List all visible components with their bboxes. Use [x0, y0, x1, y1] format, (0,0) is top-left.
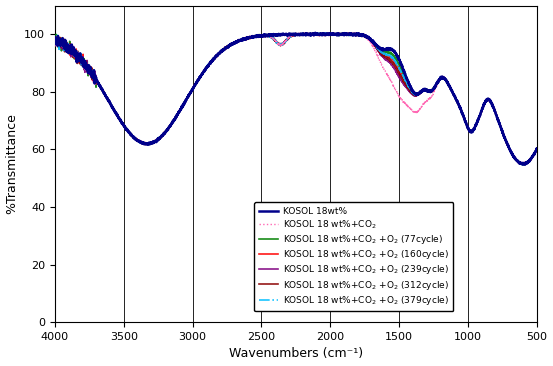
- KOSOL 18wt%: [51, 35, 58, 40]
- Legend: KOSOL 18wt%, KOSOL 18 wt%+CO$_2$, KOSOL 18 wt%+CO$_2$ +O$_2$ (77cycle), KOSOL 18: KOSOL 18wt%, KOSOL 18 wt%+CO$_2$, KOSOL …: [254, 202, 453, 311]
- KOSOL 18 wt%+CO$_2$ +O$_2$ (160cycle): [51, 40, 58, 45]
- KOSOL 18wt%: [226, 44, 232, 48]
- KOSOL 18 wt%+CO$_2$ +O$_2$ (160cycle): [352, 31, 358, 35]
- KOSOL 18 wt%+CO$_2$ +O$_2$ (77cycle): [520, 162, 527, 167]
- KOSOL 18 wt%+CO$_2$: [534, 147, 540, 151]
- KOSOL 18 wt%+CO$_2$ +O$_2$ (77cycle): [497, 122, 503, 126]
- KOSOL 18 wt%+CO$_2$: [279, 42, 286, 46]
- Line: KOSOL 18 wt%+CO$_2$ +O$_2$ (312cycle): KOSOL 18 wt%+CO$_2$ +O$_2$ (312cycle): [55, 33, 537, 165]
- KOSOL 18 wt%+CO$_2$ +O$_2$ (160cycle): [226, 44, 232, 48]
- KOSOL 18 wt%+CO$_2$ +O$_2$ (379cycle): [497, 123, 503, 127]
- Line: KOSOL 18 wt%+CO$_2$ +O$_2$ (379cycle): KOSOL 18 wt%+CO$_2$ +O$_2$ (379cycle): [55, 33, 537, 165]
- KOSOL 18wt%: [338, 32, 345, 37]
- KOSOL 18 wt%+CO$_2$ +O$_2$ (239cycle): [497, 122, 503, 126]
- KOSOL 18 wt%+CO$_2$ +O$_2$ (239cycle): [51, 34, 58, 39]
- KOSOL 18 wt%+CO$_2$ +O$_2$ (77cycle): [534, 146, 540, 150]
- KOSOL 18 wt%+CO$_2$ +O$_2$ (239cycle): [226, 43, 232, 48]
- KOSOL 18 wt%+CO$_2$: [152, 139, 159, 143]
- KOSOL 18 wt%+CO$_2$: [335, 31, 341, 35]
- KOSOL 18 wt%+CO$_2$ +O$_2$ (160cycle): [534, 146, 540, 150]
- KOSOL 18 wt%+CO$_2$ +O$_2$ (312cycle): [226, 43, 232, 48]
- KOSOL 18 wt%+CO$_2$ +O$_2$ (239cycle): [534, 146, 540, 150]
- KOSOL 18 wt%+CO$_2$ +O$_2$ (312cycle): [152, 139, 159, 144]
- KOSOL 18 wt%+CO$_2$ +O$_2$ (160cycle): [337, 33, 344, 37]
- KOSOL 18wt%: [152, 140, 159, 144]
- KOSOL 18 wt%+CO$_2$ +O$_2$ (239cycle): [152, 139, 159, 143]
- KOSOL 18 wt%+CO$_2$: [520, 163, 526, 167]
- KOSOL 18 wt%+CO$_2$ +O$_2$ (379cycle): [226, 44, 232, 48]
- KOSOL 18 wt%+CO$_2$ +O$_2$ (160cycle): [497, 122, 503, 127]
- KOSOL 18 wt%+CO$_2$ +O$_2$ (379cycle): [519, 163, 525, 167]
- KOSOL 18 wt%+CO$_2$ +O$_2$ (312cycle): [346, 31, 353, 36]
- KOSOL 18 wt%+CO$_2$ +O$_2$ (379cycle): [152, 139, 159, 143]
- KOSOL 18 wt%+CO$_2$: [497, 123, 503, 127]
- KOSOL 18 wt%+CO$_2$ +O$_2$ (379cycle): [338, 32, 345, 36]
- KOSOL 18wt%: [358, 32, 364, 36]
- KOSOL 18 wt%+CO$_2$ +O$_2$ (379cycle): [279, 42, 286, 46]
- KOSOL 18 wt%+CO$_2$ +O$_2$ (77cycle): [226, 43, 232, 47]
- KOSOL 18 wt%+CO$_2$ +O$_2$ (77cycle): [279, 42, 286, 46]
- KOSOL 18 wt%+CO$_2$ +O$_2$ (312cycle): [358, 32, 364, 36]
- KOSOL 18 wt%+CO$_2$ +O$_2$ (160cycle): [358, 33, 364, 37]
- KOSOL 18 wt%+CO$_2$ +O$_2$ (77cycle): [338, 31, 345, 36]
- KOSOL 18 wt%+CO$_2$ +O$_2$ (160cycle): [152, 139, 159, 143]
- KOSOL 18 wt%+CO$_2$: [358, 33, 364, 38]
- Line: KOSOL 18wt%: KOSOL 18wt%: [55, 33, 537, 165]
- KOSOL 18 wt%+CO$_2$ +O$_2$ (160cycle): [279, 42, 286, 46]
- KOSOL 18 wt%+CO$_2$ +O$_2$ (239cycle): [300, 31, 307, 35]
- KOSOL 18 wt%+CO$_2$ +O$_2$ (312cycle): [51, 38, 58, 43]
- KOSOL 18wt%: [497, 122, 503, 126]
- Line: KOSOL 18 wt%+CO$_2$ +O$_2$ (77cycle): KOSOL 18 wt%+CO$_2$ +O$_2$ (77cycle): [55, 33, 537, 164]
- Line: KOSOL 18 wt%+CO$_2$ +O$_2$ (160cycle): KOSOL 18 wt%+CO$_2$ +O$_2$ (160cycle): [55, 33, 537, 164]
- KOSOL 18 wt%+CO$_2$ +O$_2$ (312cycle): [337, 32, 344, 37]
- KOSOL 18wt%: [312, 31, 319, 35]
- X-axis label: Wavenumbers (cm⁻¹): Wavenumbers (cm⁻¹): [229, 347, 363, 361]
- KOSOL 18 wt%+CO$_2$ +O$_2$ (379cycle): [51, 38, 58, 42]
- KOSOL 18 wt%+CO$_2$ +O$_2$ (379cycle): [358, 32, 364, 37]
- KOSOL 18wt%: [534, 147, 540, 152]
- KOSOL 18 wt%+CO$_2$ +O$_2$ (312cycle): [279, 42, 286, 46]
- Line: KOSOL 18 wt%+CO$_2$: KOSOL 18 wt%+CO$_2$: [55, 33, 537, 165]
- Y-axis label: %Transmittance: %Transmittance: [6, 113, 19, 214]
- KOSOL 18 wt%+CO$_2$: [338, 32, 345, 37]
- KOSOL 18wt%: [279, 32, 286, 37]
- KOSOL 18 wt%+CO$_2$ +O$_2$ (77cycle): [51, 37, 58, 41]
- KOSOL 18wt%: [521, 163, 528, 167]
- KOSOL 18 wt%+CO$_2$ +O$_2$ (239cycle): [279, 41, 286, 46]
- KOSOL 18 wt%+CO$_2$ +O$_2$ (160cycle): [521, 162, 528, 167]
- KOSOL 18 wt%+CO$_2$ +O$_2$ (239cycle): [338, 32, 345, 36]
- KOSOL 18 wt%+CO$_2$: [226, 44, 232, 49]
- KOSOL 18 wt%+CO$_2$ +O$_2$ (239cycle): [520, 163, 527, 167]
- KOSOL 18 wt%+CO$_2$ +O$_2$ (77cycle): [358, 33, 364, 38]
- KOSOL 18 wt%+CO$_2$ +O$_2$ (312cycle): [534, 146, 540, 150]
- KOSOL 18 wt%+CO$_2$ +O$_2$ (379cycle): [534, 146, 540, 151]
- KOSOL 18 wt%+CO$_2$ +O$_2$ (312cycle): [497, 123, 503, 127]
- Line: KOSOL 18 wt%+CO$_2$ +O$_2$ (239cycle): KOSOL 18 wt%+CO$_2$ +O$_2$ (239cycle): [55, 33, 537, 165]
- KOSOL 18 wt%+CO$_2$ +O$_2$ (77cycle): [337, 32, 344, 37]
- KOSOL 18 wt%+CO$_2$ +O$_2$ (77cycle): [152, 139, 159, 143]
- KOSOL 18 wt%+CO$_2$ +O$_2$ (312cycle): [520, 163, 526, 167]
- KOSOL 18 wt%+CO$_2$: [51, 34, 58, 39]
- KOSOL 18 wt%+CO$_2$ +O$_2$ (379cycle): [323, 30, 330, 35]
- KOSOL 18 wt%+CO$_2$ +O$_2$ (239cycle): [358, 32, 364, 36]
